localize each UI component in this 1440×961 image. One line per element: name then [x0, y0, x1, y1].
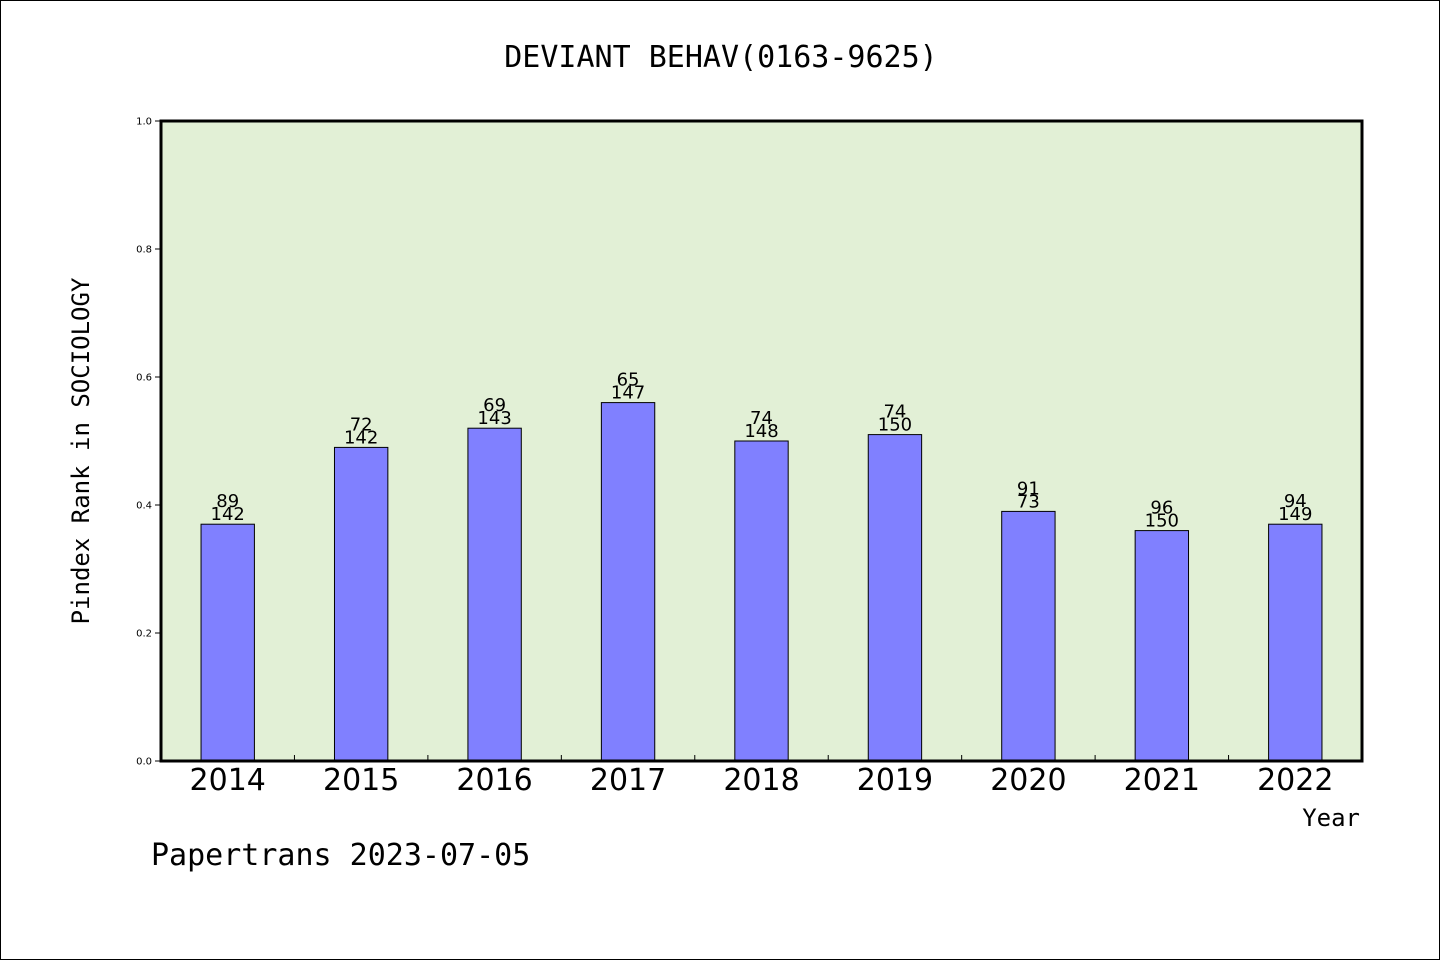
- y-tick-label: 0.2: [136, 629, 152, 640]
- bar-2016: [467, 427, 522, 762]
- plot-border: [159, 119, 1364, 763]
- bar-rank-label: 96: [1150, 498, 1173, 519]
- x-tick-label: 2018: [723, 763, 799, 798]
- bar-total-label: 148: [744, 421, 778, 442]
- bar-2018: [734, 440, 789, 762]
- bar-2015: [333, 446, 389, 762]
- footer-source-date: Papertrans 2023-07-05: [151, 838, 530, 873]
- bar-2020: [1001, 510, 1056, 762]
- x-tick-label: 2017: [590, 763, 666, 798]
- x-tick-label: 2014: [190, 763, 266, 798]
- x-tick-label: 2016: [456, 763, 532, 798]
- bar-total-label: 150: [878, 415, 912, 436]
- y-tick-label: 0.4: [136, 501, 152, 512]
- y-tick-label: 0.0: [136, 757, 152, 768]
- y-axis-ticks: 0.0 0.2 0.4 0.6 0.8 1.0: [136, 117, 161, 768]
- bar-rank-label: 65: [617, 370, 640, 391]
- x-tick-label: 2021: [1124, 763, 1200, 798]
- x-tick-label: 2020: [990, 763, 1066, 798]
- y-axis-title: Pindex Rank in SOCIOLOGY: [67, 277, 95, 624]
- y-tick-label: 0.6: [136, 373, 152, 384]
- x-axis-title: Year: [1302, 804, 1360, 832]
- bar-rank-label: 89: [216, 491, 239, 512]
- bar-rank-label: 91: [1017, 478, 1040, 499]
- chart-title: DEVIANT BEHAV(0163-9625): [504, 40, 937, 75]
- bar-2022: [1268, 523, 1323, 762]
- bar-total-label: 147: [611, 383, 645, 404]
- x-tick-label: 2019: [857, 763, 933, 798]
- bar-total-label: 149: [1278, 504, 1312, 525]
- bar-total-label: 73: [1017, 491, 1040, 512]
- bar-total-label: 143: [477, 408, 511, 429]
- bar-rank-label: 72: [350, 414, 373, 435]
- bar-rank-label: 69: [483, 395, 506, 416]
- bar-2021: [1134, 530, 1190, 762]
- bar-2014: [200, 523, 255, 762]
- y-tick-label: 0.8: [136, 245, 152, 256]
- bar-rank-label: 74: [750, 408, 773, 429]
- bar-total-label: 142: [211, 504, 245, 525]
- x-axis-ticks: 2014 2015 2016 2017 2018 2019 2020 2021 2022: [190, 755, 1333, 798]
- x-tick-label: 2015: [323, 763, 399, 798]
- bar-2019: [867, 434, 923, 762]
- bar-rank-label: 74: [883, 402, 906, 423]
- x-tick-label: 2022: [1257, 763, 1333, 798]
- bar-total-label: 142: [344, 427, 378, 448]
- bar-rank-label: 94: [1284, 491, 1307, 512]
- bar-total-label: 150: [1145, 511, 1179, 532]
- y-tick-label: 1.0: [136, 117, 152, 128]
- bar-series: [200, 402, 1323, 762]
- bar-2017: [600, 402, 656, 762]
